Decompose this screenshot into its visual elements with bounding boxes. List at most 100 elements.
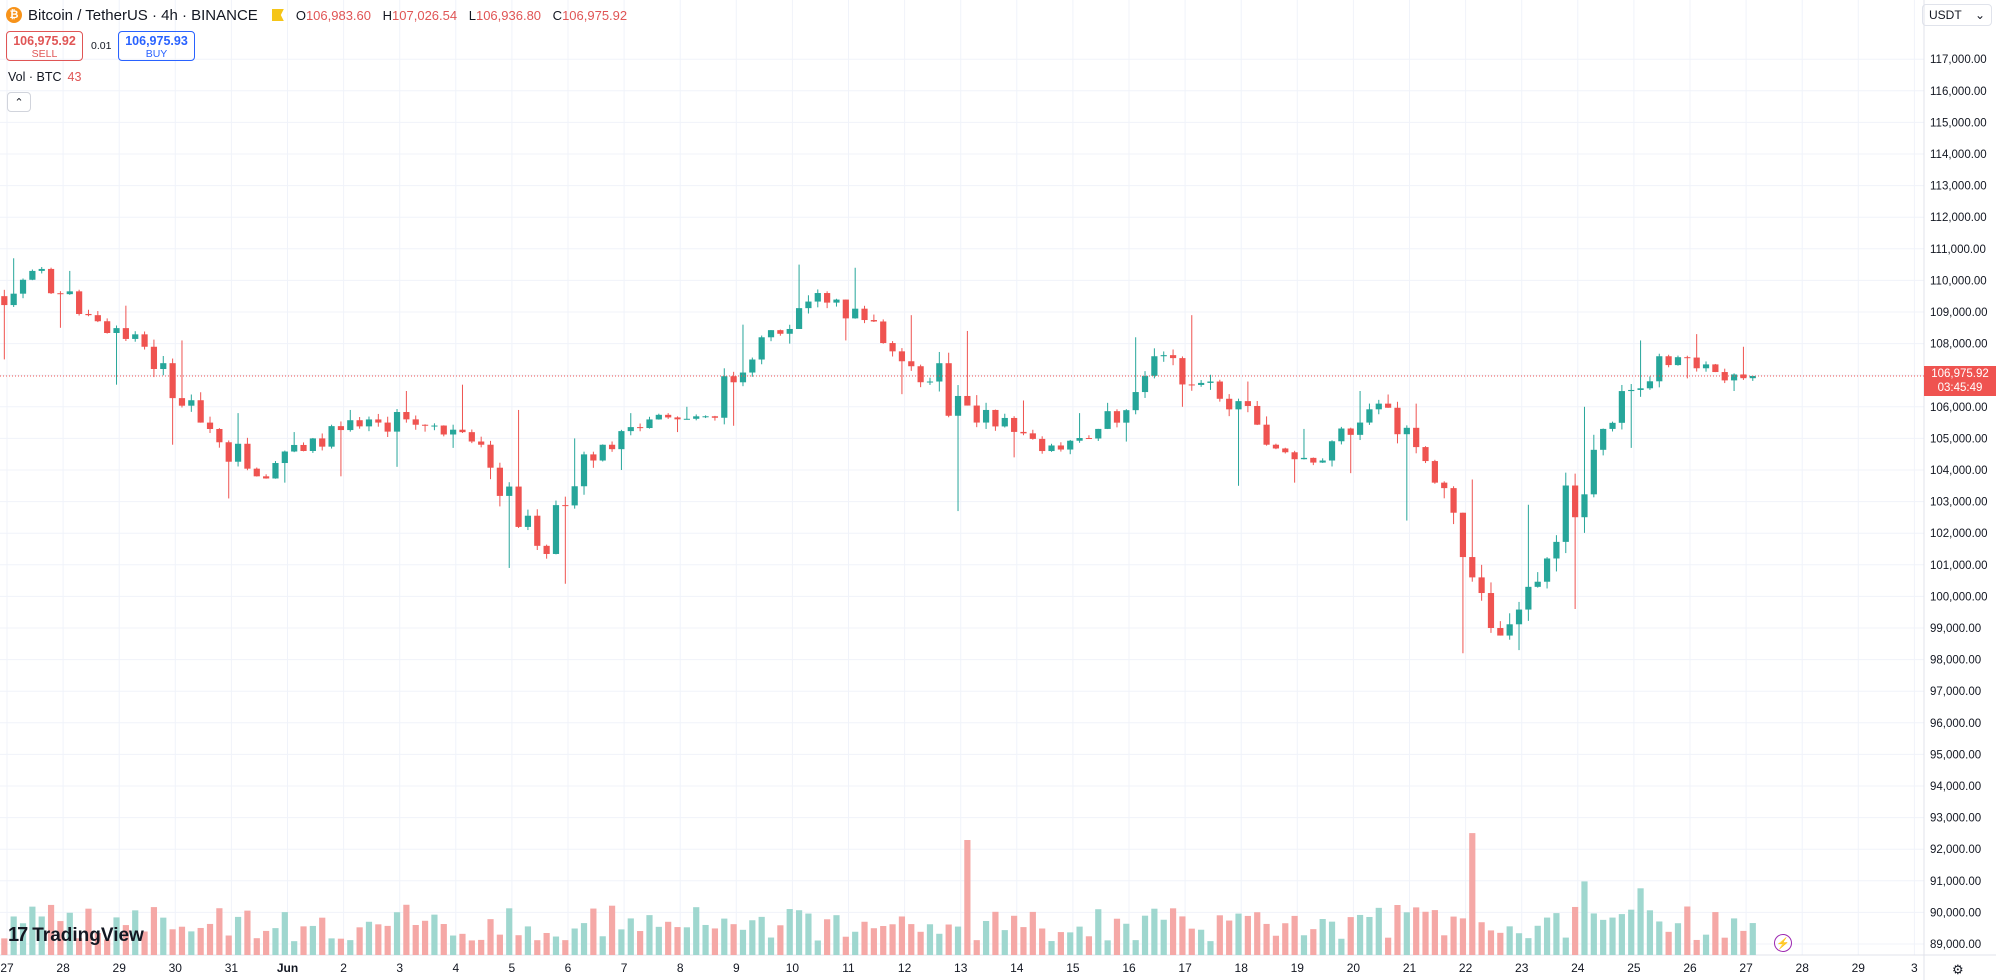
volume-bar [524, 926, 532, 955]
volume-bar [599, 936, 606, 955]
volume-bar [1730, 918, 1738, 955]
candle-body [440, 425, 447, 435]
candle-body [1095, 428, 1102, 439]
y-tick-label: 96,000.00 [1930, 718, 1981, 730]
tradingview-logo[interactable]: 17 TradingView [8, 924, 144, 947]
y-tick-label: 100,000.00 [1930, 591, 1988, 603]
volume-bar [861, 921, 868, 955]
volume-bar [758, 916, 765, 955]
volume-bar [450, 935, 457, 955]
candle-body [160, 363, 167, 370]
candle-body [973, 405, 980, 423]
volume-bar [1328, 921, 1336, 955]
candle-body [693, 416, 700, 419]
candle-body [1730, 374, 1738, 381]
candle-body [197, 400, 204, 423]
candle-body [468, 432, 475, 442]
volume-bar [1244, 915, 1251, 955]
candle-body [403, 412, 410, 420]
lightning-icon[interactable]: ⚡ [1774, 934, 1792, 952]
candle-body [1104, 411, 1111, 429]
volume-bar [842, 936, 849, 955]
currency-selector[interactable]: USDT ⌄ [1922, 4, 1992, 26]
candle-body [38, 268, 45, 271]
x-tick-label: 7 [621, 961, 628, 975]
candle-body [1282, 448, 1289, 453]
volume-bar [515, 935, 522, 955]
flag-icon[interactable] [271, 9, 284, 21]
candle-body [1300, 457, 1308, 460]
volume-bar [141, 931, 148, 955]
volume-bar [1431, 910, 1438, 955]
gear-icon[interactable]: ⚙ [1952, 962, 1964, 977]
x-tick-label: 21 [1403, 961, 1417, 975]
candle-body [590, 454, 597, 461]
candle-body [393, 412, 401, 432]
candle-body [702, 416, 709, 418]
bitcoin-icon: ₿ [6, 7, 22, 23]
candle-body [1338, 428, 1345, 442]
volume-label: Vol · BTC [8, 70, 62, 84]
candle-body [365, 419, 373, 427]
candle-body [833, 299, 840, 303]
x-tick-label: 29 [1852, 961, 1866, 975]
volume-bar [150, 907, 158, 955]
volume-bar [431, 914, 438, 955]
candle-body [291, 444, 298, 452]
volume-bar [66, 912, 73, 955]
candle-body [188, 400, 195, 406]
candle-body [767, 330, 775, 338]
candle-body [421, 424, 429, 426]
volume-bar [562, 940, 569, 955]
y-tick-label: 89,000.00 [1930, 939, 1981, 951]
volume-bar [1422, 911, 1429, 955]
candle-body [225, 442, 232, 462]
candle-body [450, 429, 457, 435]
candle-body [543, 545, 550, 554]
candle-body [646, 419, 653, 429]
volume-bar [1450, 916, 1457, 955]
volume-bar [1310, 929, 1317, 955]
volume-bar [1637, 888, 1644, 955]
candle-body [272, 463, 279, 479]
x-tick-label: 22 [1459, 961, 1473, 975]
open-value: 106,983.60 [305, 7, 372, 23]
volume-bar [1684, 906, 1691, 955]
volume-bar [1141, 915, 1149, 955]
volume-bar [767, 937, 775, 955]
volume-bar [1179, 916, 1186, 955]
volume-bar [683, 927, 690, 955]
candle-body [982, 409, 990, 423]
volume-legend[interactable]: Vol · BTC 43 [8, 70, 81, 84]
volume-bar [309, 925, 316, 955]
candle-body [1347, 428, 1354, 435]
volume-bar [1515, 933, 1523, 955]
candle-body [356, 420, 363, 427]
volume-bar [1020, 927, 1027, 955]
volume-bar [1282, 923, 1289, 955]
candle-body [1637, 388, 1644, 390]
candle-body [852, 308, 859, 319]
candle-body [1506, 624, 1513, 636]
volume-bar [253, 938, 260, 955]
volume-bar [627, 918, 634, 955]
candle-body [1712, 364, 1719, 373]
candle-body [1244, 401, 1251, 406]
buy-button[interactable]: 106,975.93 BUY [118, 31, 195, 61]
volume-bar [590, 908, 597, 955]
candle-body [1020, 431, 1027, 434]
collapse-legend-button[interactable]: ⌃ [7, 92, 31, 112]
candle-body [1169, 355, 1177, 359]
volume-bar [244, 910, 251, 955]
candle-body [1665, 356, 1672, 366]
spread-value: 0.01 [91, 40, 112, 52]
x-tick-label: 3 [1911, 961, 1918, 975]
symbol-title[interactable]: Bitcoin / TetherUS · 4h · BINANCE [28, 6, 258, 24]
sell-button[interactable]: 106,975.92 SELL [6, 31, 83, 61]
volume-bar [1441, 935, 1448, 955]
volume-bar [608, 905, 616, 955]
volume-bar [571, 928, 578, 955]
candle-body [506, 486, 513, 496]
candle-body [1515, 609, 1523, 625]
